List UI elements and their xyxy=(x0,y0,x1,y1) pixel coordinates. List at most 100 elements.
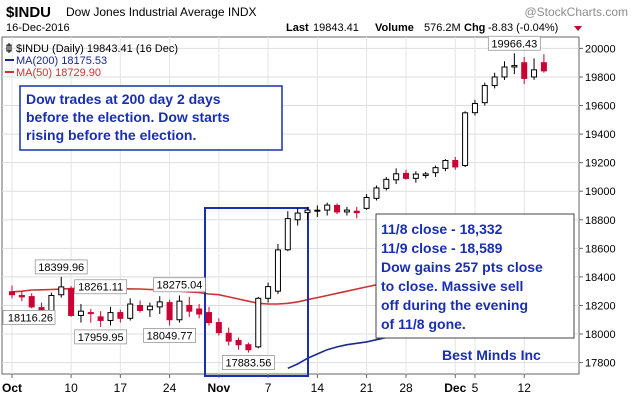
symbol-title: $INDU xyxy=(6,4,51,21)
candle-body xyxy=(176,300,183,321)
candle-body xyxy=(521,62,528,79)
candle xyxy=(48,292,55,313)
candle-body xyxy=(186,304,193,312)
volume-value: 576.2M xyxy=(424,22,461,34)
candle xyxy=(412,171,419,183)
candle xyxy=(196,304,203,319)
candle xyxy=(432,165,439,177)
annotation-post-election: 11/8 close - 18,332 11/9 close - 18,589 … xyxy=(375,213,575,339)
candle xyxy=(363,194,370,210)
candle-body xyxy=(462,112,469,167)
candle-body xyxy=(432,167,439,174)
legend: $INDU (Daily) 19843.41 (16 Dec) MA(200) … xyxy=(5,43,178,79)
candle-body xyxy=(225,332,232,342)
y-tick-label: 19400 xyxy=(585,129,616,141)
candle xyxy=(314,205,321,217)
candle-body xyxy=(412,173,419,179)
price-label-box xyxy=(74,329,128,345)
candle xyxy=(127,298,134,321)
candle-legend-icon xyxy=(6,43,12,53)
candle xyxy=(521,56,528,85)
legend-ma200: MA(200) 18175.53 xyxy=(16,55,107,67)
x-tick-label: 12 xyxy=(518,381,532,395)
candle-body xyxy=(215,322,222,334)
candle xyxy=(334,203,341,215)
candle-body xyxy=(196,308,203,315)
candle xyxy=(501,61,508,80)
candle-body xyxy=(471,103,478,114)
annotation-pre-election: Dow trades at 200 day 2 days before the … xyxy=(19,85,283,151)
candle-body xyxy=(77,310,84,316)
candle xyxy=(186,296,193,317)
y-tick-label: 19800 xyxy=(585,72,616,84)
x-tick-label: 7 xyxy=(265,381,272,395)
candle xyxy=(156,296,163,315)
candle xyxy=(87,309,94,323)
candle-body xyxy=(18,294,25,298)
candle xyxy=(353,206,360,219)
candle-body xyxy=(481,85,488,104)
candle-body xyxy=(97,316,104,321)
candle-body xyxy=(363,197,370,209)
candle xyxy=(274,244,281,295)
candle-body xyxy=(274,249,281,292)
candle-body xyxy=(294,212,301,221)
price-label-box xyxy=(34,259,88,275)
price-label: 18275.04 xyxy=(157,280,203,292)
chg-value: -8.83 (-0.04%) xyxy=(488,22,558,34)
candle xyxy=(373,185,380,201)
candle-body xyxy=(235,339,242,346)
credit-label: Best Minds Inc xyxy=(442,347,541,363)
candle-body xyxy=(68,288,75,316)
candle-body xyxy=(353,210,360,214)
candle xyxy=(452,156,459,170)
chg-down-arrow-icon xyxy=(574,26,582,31)
candle-body xyxy=(334,205,341,213)
annotation-2-line-5: off during the evening xyxy=(381,297,528,313)
candle xyxy=(18,291,25,302)
candle xyxy=(9,285,15,299)
y-tick-label: 19000 xyxy=(585,186,616,198)
annotation-2-line-6: of 11/8 gone. xyxy=(381,316,466,332)
price-label: 18399.96 xyxy=(38,262,84,274)
last-value: 19843.41 xyxy=(313,22,359,34)
candle xyxy=(225,327,232,346)
candle-body xyxy=(393,173,400,181)
x-tick-label: 17 xyxy=(114,381,128,395)
candle xyxy=(393,168,400,185)
candle xyxy=(540,54,547,73)
x-tick-label: 21 xyxy=(360,381,374,395)
y-tick-label: 19200 xyxy=(585,158,616,170)
price-label-box xyxy=(2,310,56,325)
x-tick-label: 5 xyxy=(472,381,479,395)
x-tick-label: 24 xyxy=(163,381,177,395)
price-label: 17959.95 xyxy=(78,332,124,344)
candle-body xyxy=(58,286,65,296)
last-label: Last xyxy=(286,22,309,34)
annotation-2-line-1: 11/8 close - 18,332 xyxy=(381,221,503,237)
candle xyxy=(137,300,144,313)
x-tick-label: Oct xyxy=(2,381,22,395)
price-label: 17883.56 xyxy=(225,358,271,370)
price-label: 18261.11 xyxy=(78,282,123,294)
candle xyxy=(28,293,35,309)
candle-body xyxy=(28,296,35,308)
date-label: 16-Dec-2016 xyxy=(6,22,70,34)
price-label-layer: 18399.96 18116.26 18261.11 17959.95 18275.04… xyxy=(2,35,541,370)
candle-body xyxy=(9,291,15,296)
price-label-box xyxy=(487,35,541,51)
chg-label: Chg xyxy=(464,22,485,34)
price-label-box xyxy=(143,328,197,343)
price-label: 18116.26 xyxy=(8,312,53,324)
candle xyxy=(146,302,153,317)
price-label: 19966.43 xyxy=(491,38,537,50)
volume-label: Volume xyxy=(375,22,414,34)
candle xyxy=(255,296,262,349)
annotation-box-1 xyxy=(19,85,283,151)
candle xyxy=(245,342,252,353)
candle xyxy=(107,306,114,326)
y-tick-label: 18400 xyxy=(585,272,616,284)
y-tick-label: 18800 xyxy=(585,215,616,227)
candle-body xyxy=(491,76,498,87)
